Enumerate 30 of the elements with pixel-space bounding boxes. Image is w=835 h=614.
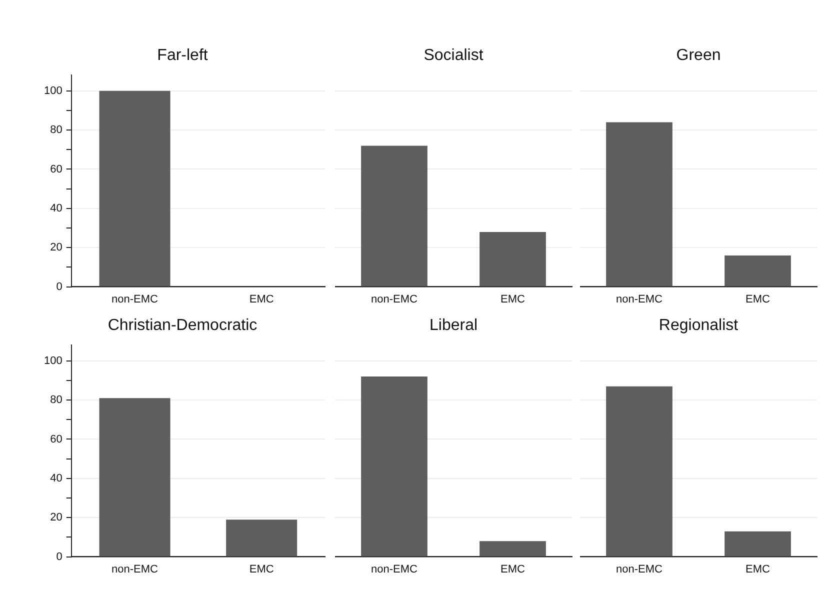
chart-title: Regionalist	[658, 317, 739, 334]
y-tick-label: 0	[56, 280, 62, 293]
chart-title: Liberal	[429, 317, 478, 334]
x-tick-label: non-EMC	[112, 563, 158, 576]
y-tick-label: 100	[44, 84, 62, 97]
x-tick-label: non-EMC	[112, 293, 158, 306]
x-tick-label: non-EMC	[616, 293, 663, 306]
x-tick-label: non-EMC	[371, 563, 418, 576]
x-tick-label: EMC	[249, 563, 274, 576]
chart-title: Green	[676, 47, 721, 64]
x-tick-label: EMC	[249, 293, 274, 306]
x-tick-label: EMC	[500, 293, 526, 306]
y-tick-label: 20	[50, 512, 62, 524]
y-tick-label: 100	[44, 354, 62, 367]
y-tick-label: 60	[50, 433, 62, 446]
x-tick-label: non-EMC	[371, 293, 418, 306]
y-tick-label: 40	[50, 202, 62, 214]
y-tick-label: 80	[50, 394, 62, 406]
y-tick-label: 40	[50, 472, 62, 484]
y-tick-label: 20	[50, 242, 62, 254]
y-tick-label: 60	[50, 163, 62, 176]
x-tick-label: non-EMC	[616, 563, 663, 576]
chart-title: Christian-Democratic	[108, 317, 258, 334]
y-tick-label: 80	[50, 124, 62, 136]
chart-title: Socialist	[424, 47, 484, 64]
x-tick-label: EMC	[746, 563, 770, 576]
x-tick-label: EMC	[746, 293, 770, 306]
y-tick-label: 0	[56, 550, 62, 563]
x-tick-label: EMC	[500, 563, 526, 576]
chart-title: Far-left	[157, 47, 208, 64]
